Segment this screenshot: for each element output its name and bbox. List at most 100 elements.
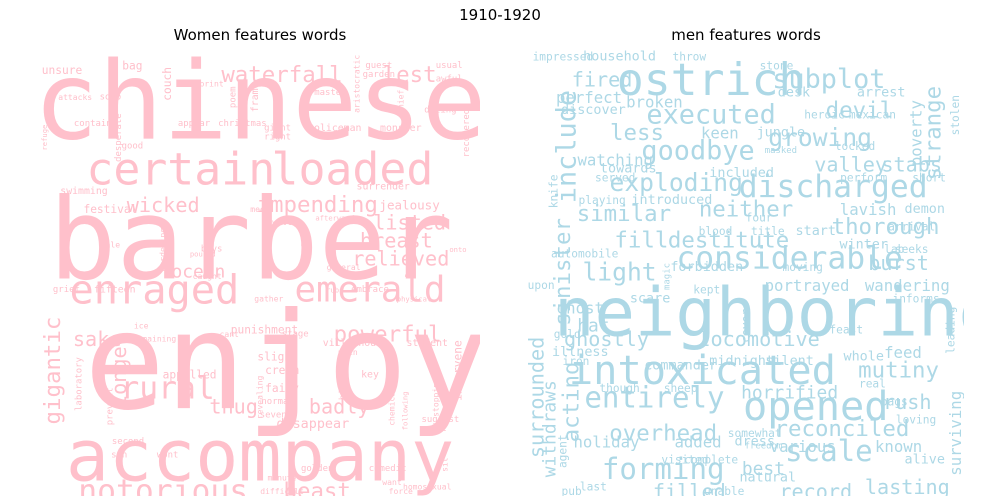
women-word-disappear: disappear xyxy=(276,417,349,432)
men-word-exploding: exploding xyxy=(610,168,743,197)
men-word-arrival: arrival xyxy=(888,221,935,234)
men-word-lab: lab xyxy=(884,243,904,256)
men-word-last: last xyxy=(580,481,607,494)
women-word-recovered: recovered xyxy=(462,109,472,158)
women-word-barber: barber xyxy=(49,176,454,306)
women-word-unsure: unsure xyxy=(42,64,83,77)
women-word-guest: guest xyxy=(365,61,392,71)
women-word-attacks: attacks xyxy=(58,93,92,102)
men-word-ghost: ghost xyxy=(557,298,604,317)
women-word-couch: couch xyxy=(161,67,174,101)
men-word-somewhat: somewhat xyxy=(728,427,782,440)
women-word-poem: poem xyxy=(229,86,239,108)
men-word-opened: opened xyxy=(743,383,889,430)
men-word-short: short xyxy=(912,171,946,184)
women-word-good: good xyxy=(122,142,144,152)
men-word-jungle: jungle xyxy=(757,126,806,141)
women-word-beast: beast xyxy=(283,479,350,496)
men-word-ghostly: ghostly xyxy=(564,327,649,351)
men-word-ostrich: ostrich xyxy=(617,53,806,106)
men-word-holiday: holiday xyxy=(573,433,639,452)
women-word-policeman: policeman xyxy=(308,123,361,134)
men-word-broken: broken xyxy=(626,92,683,111)
men-word-light: light xyxy=(582,258,656,287)
women-word-longer: longer xyxy=(107,334,131,407)
women-word-higher: higher xyxy=(339,367,349,400)
men-word-intoxicated: intoxicated xyxy=(569,347,836,394)
men-word-destitute: destitute xyxy=(668,228,789,254)
men-word-introduced: introduced xyxy=(631,193,712,208)
men-word-whole: whole xyxy=(843,350,883,365)
women-word-frame: frame xyxy=(250,82,261,112)
women-word-refuge: refuge xyxy=(40,125,49,151)
men-word-stone: stone xyxy=(760,59,794,72)
men-word-seeks: seeks xyxy=(895,243,929,256)
women-word-garden: garden xyxy=(363,70,395,80)
women-word-gather: gather xyxy=(254,294,283,303)
men-word-scare: scare xyxy=(630,291,670,306)
women-word-seven: seven xyxy=(260,410,287,420)
men-word-thorough: thorough xyxy=(832,214,940,240)
men-word-agent: agent xyxy=(556,434,569,468)
men-word-hat: hat xyxy=(577,315,609,336)
men-word-include: include xyxy=(552,90,583,203)
women-word-tale: tale xyxy=(101,241,121,250)
men-word-midnight: midnight xyxy=(709,354,774,369)
men-word-record: record xyxy=(779,480,852,496)
men-word-surviving: surviving xyxy=(946,391,964,476)
men-word-considerable: considerable xyxy=(676,241,903,277)
women-word-comedic: comedic xyxy=(369,464,407,474)
women-word-minute: minute xyxy=(267,474,296,483)
men-word-leading: leading xyxy=(944,307,957,354)
women-word-stage: stage xyxy=(282,330,309,340)
women-word-soup: soup xyxy=(100,92,122,102)
men-word-known: known xyxy=(875,437,922,456)
women-word-contain: contain xyxy=(74,119,112,129)
women-word-wont: wont xyxy=(157,451,179,461)
women-panel-title: Women features words xyxy=(173,26,347,44)
men-word-iron: iron xyxy=(562,355,589,368)
men-word-real: real xyxy=(859,378,886,391)
men-word-reconciled: reconciled xyxy=(775,416,910,442)
women-word-grief: grief xyxy=(53,285,80,295)
women-word-appear: appear xyxy=(178,119,211,129)
women-word-festival: festival xyxy=(83,203,137,216)
women-word-meet: meet xyxy=(250,205,270,214)
men-word-four: four xyxy=(746,212,773,225)
men-word-demon: demon xyxy=(905,202,945,217)
women-word-cream: cream xyxy=(265,364,299,377)
women-word-cant: cant xyxy=(220,330,240,339)
men-word-locked: locked xyxy=(835,140,875,153)
women-word-wicked: wicked xyxy=(127,193,200,217)
women-word-relieved: relieved xyxy=(352,247,449,271)
women-word-normal: normal xyxy=(261,397,293,407)
women-word-usual: usual xyxy=(436,61,463,71)
women-word-student: student xyxy=(406,338,448,349)
men-word-similar: similar xyxy=(577,201,671,227)
women-word-powerful: powerful xyxy=(334,322,442,348)
men-word-forming: forming xyxy=(602,452,725,486)
women-word-enjoy: enjoy xyxy=(84,283,480,440)
women-word-rubs: rubs xyxy=(326,285,343,294)
women-word-lest: lest xyxy=(383,62,437,88)
women-word-loaded: loaded xyxy=(271,142,433,195)
men-word-wandering: wandering xyxy=(865,276,950,295)
men-word-visited: visited xyxy=(661,454,708,467)
women-word-rural: rural xyxy=(120,370,214,406)
men-word-dress: dress xyxy=(734,435,774,450)
women-word-chemical: chemical xyxy=(388,387,397,426)
men-word-withdraws: withdraws xyxy=(539,380,560,477)
men-word-pub: pub xyxy=(561,485,581,496)
men-word-automobile: automobile xyxy=(551,248,619,261)
women-word-chinese: chinese xyxy=(40,48,480,164)
men-panel-title: men features words xyxy=(671,26,821,44)
men-word-served: served xyxy=(595,171,635,184)
men-word-included: included xyxy=(709,166,774,181)
women-word-sit: sit xyxy=(440,457,449,472)
men-word-title: title xyxy=(751,225,785,238)
men-word-filled: filled xyxy=(653,480,726,496)
figure-title: 1910-1920 xyxy=(459,6,541,24)
men-word-surrounded: surrounded xyxy=(528,337,549,458)
men-word-added: added xyxy=(674,433,721,452)
men-word-blood: blood xyxy=(699,225,733,238)
